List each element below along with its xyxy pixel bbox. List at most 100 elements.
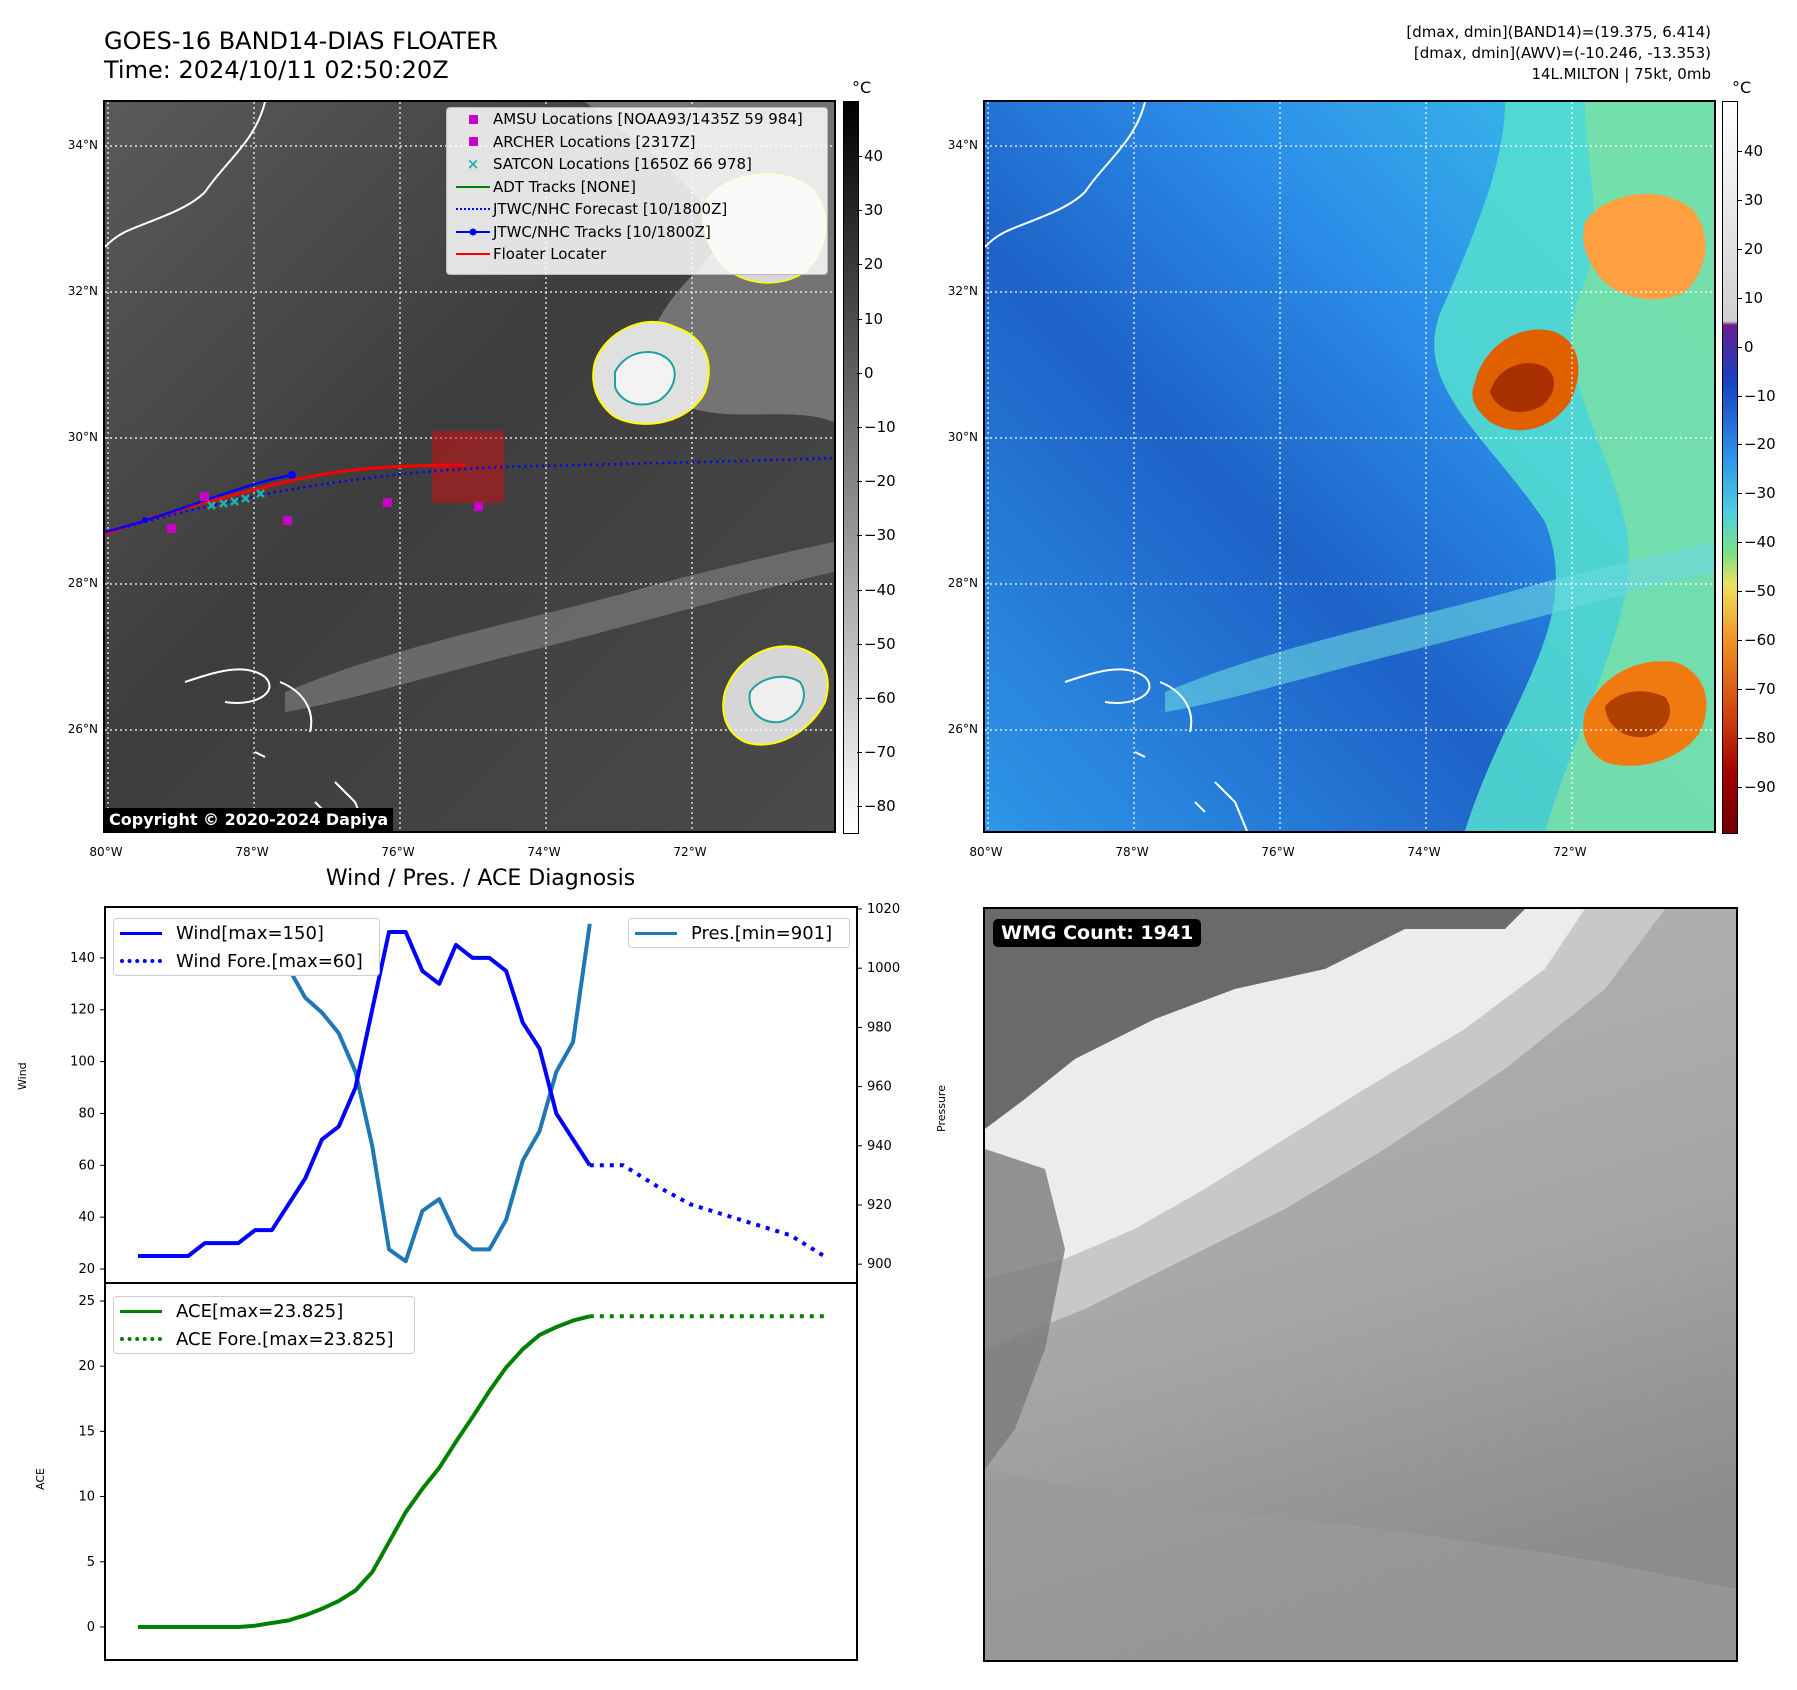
lon-tick-label: 76°W [381,845,415,859]
lon-tick-label: 80°W [89,845,123,859]
wv-colorbar-tick-label: −30 [1744,484,1776,503]
info-line1: [dmax, dmin](BAND14)=(19.375, 6.414) [1406,23,1711,41]
wv-colorbar-tick-mark [1737,542,1742,544]
wv-storm-cell-south-core [1605,691,1671,738]
ir-colorbar-tick-label: 20 [864,255,884,274]
wv-colorbar-tick-mark [1737,444,1742,446]
wv-colorbar-tick-label: −80 [1744,728,1776,747]
ace-tick-label: 25 [78,1294,95,1309]
pressure-legend: Pres.[min=901] [628,918,850,948]
lat-tick-label: 26°N [67,722,98,736]
square-marker-icon [453,137,493,147]
wv-colorbar-tick-mark [1737,199,1742,201]
wind-legend: Wind[max=150] Wind Fore.[max=60] [113,918,380,976]
ir-colorbar-tick-mark [857,589,862,591]
ir-colorbar-tick-label: −80 [864,797,896,816]
wind-tick-label: 60 [78,1158,95,1173]
wmg-count-label: WMG Count: 1941 [993,919,1202,947]
wmg-dark-region [985,909,1525,1129]
ace-tick-label: 20 [78,1359,95,1374]
wv-storm-cell-north-core [1490,363,1555,412]
wv-colorbar-tick-mark [1737,688,1742,690]
pressure-tick-label: 980 [867,1020,892,1035]
legend-item-ace-forecast: ACE Fore.[max=23.825] [114,1325,414,1353]
wv-coastline [985,102,1146,248]
ir-colorbar-tick-mark [857,427,862,428]
solid-line-icon [453,253,493,256]
wind-tick-label: 100 [70,1055,95,1070]
legend-item-adt: ADT Tracks [NONE] [447,176,827,199]
legend-item-wind-forecast: Wind Fore.[max=60] [114,947,379,975]
copyright-label: Copyright © 2020-2024 Dapiya [104,808,394,831]
ir-map-legend: AMSU Locations [NOAA93/1435Z 59 984] ARC… [446,107,828,275]
ir-islands [184,668,368,831]
ir-colorbar [843,101,859,834]
legend-item-tracks: JTWC/NHC Tracks [10/1800Z] [447,221,827,244]
legend-item-satcon: × SATCON Locations [1650Z 66 978] [447,153,827,176]
line-dot-icon [453,228,493,236]
wv-map-image [985,102,1714,831]
solid-line-icon [635,931,677,935]
wind-tick-label: 40 [78,1210,95,1225]
wv-colorbar-tick-mark [1737,248,1742,250]
ir-colorbar-tick-label: 0 [864,363,874,382]
ir-colorbar-tick-label: 40 [864,147,884,165]
ir-colorbar-tick-label: 10 [864,309,884,328]
wv-colorbar-tick-mark [1737,737,1742,739]
dotted-line-icon [453,208,493,211]
pressure-tick-label: 900 [867,1257,892,1272]
wv-colorbar-tick-mark [1737,493,1742,495]
wv-colorbar-tick-label: 10 [1744,288,1764,307]
legend-item-pressure: Pres.[min=901] [629,919,849,947]
ir-colorbar-tick-mark [857,481,862,483]
info-line3: 14L.MILTON | 75kt, 0mb [1531,65,1711,83]
ir-colorbar-tick-label: −10 [864,418,896,436]
wv-colorbar-tick-mark [1737,640,1742,641]
dotted-line-icon [120,1337,162,1341]
floater-locater-box [432,431,504,503]
lat-tick-label: 26°N [947,722,978,736]
dotted-line-icon [120,959,162,963]
wv-colorbar-tick-mark [1737,297,1742,299]
wv-islands [1064,668,1248,831]
ace-series-line [138,1314,591,1629]
ace-tick-label: 5 [87,1555,95,1570]
lat-tick-label: 32°N [947,284,978,298]
ir-colorbar-tick-label: −60 [864,689,896,707]
ir-colorbar-tick-mark [857,752,862,754]
lat-tick-label: 32°N [67,284,98,298]
ir-colorbar-tick-mark [857,698,862,699]
ace-tick-label: 0 [87,1620,95,1635]
wv-colorbar-tick-label: −70 [1744,679,1776,698]
ir-storm-cell-north-core [614,351,676,406]
lon-tick-label: 74°W [1407,845,1441,859]
pressure-tick-label: 1000 [867,961,900,976]
wv-colorbar-tick-label: −10 [1744,386,1776,405]
jtwc-track-point [288,471,296,479]
lon-tick-label: 74°W [527,845,561,859]
jtwc-forecast-track [105,456,834,536]
x-marker-icon: × [466,155,480,174]
wind-tick-label: 80 [78,1106,95,1121]
wv-colorbar-tick-label: −50 [1744,582,1776,601]
satcon-markers [207,489,265,510]
wind-tick-label: 120 [70,1003,95,1018]
ir-colorbar-tick-label: −20 [864,472,896,491]
ace-legend: ACE[max=23.825] ACE Fore.[max=23.825] [113,1296,415,1354]
ir-storm-cell-south-core [748,675,805,724]
lat-tick-label: 34°N [947,138,978,152]
legend-item-wind: Wind[max=150] [114,919,379,947]
wv-colorbar-tick-label: 40 [1744,142,1764,160]
lon-tick-label: 78°W [1115,845,1149,859]
ir-colorbar-tick-mark [857,643,862,645]
solid-line-icon [453,185,493,188]
legend-item-floater: Floater Locater [447,243,827,266]
wv-colorbar-tick-label: −40 [1744,533,1776,552]
ir-colorbar-tick-mark [857,806,862,808]
wv-colorbar [1722,101,1738,834]
wmg-panel [983,907,1738,1662]
wv-colorbar-tick-label: 30 [1744,190,1764,209]
ir-colorbar-tick-mark [857,372,862,374]
wmg-mid-band [985,909,1665,1349]
